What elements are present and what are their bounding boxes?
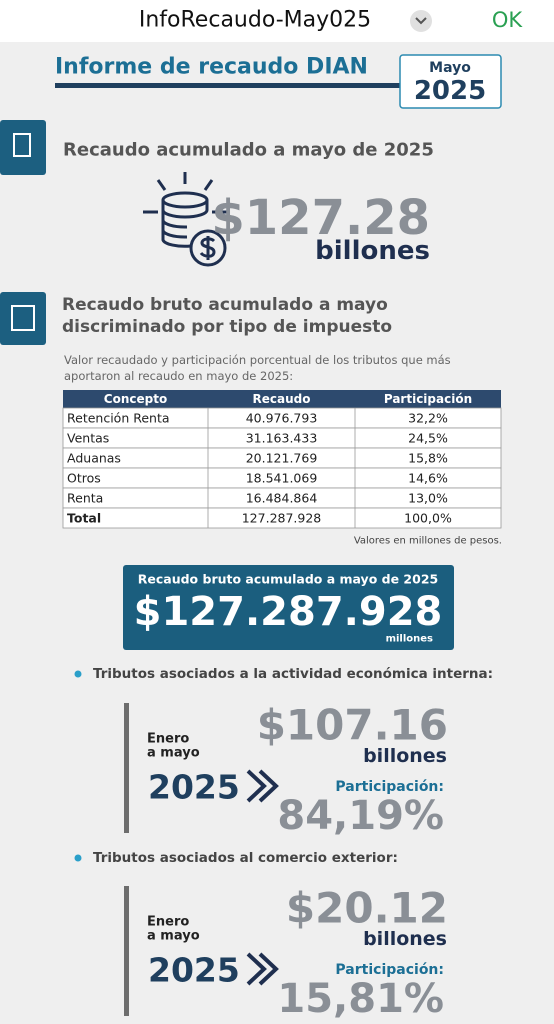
period: a mayo [147,929,200,944]
year: 2025 [148,951,240,990]
table-cell: 14,6% [408,471,448,486]
table-cell: 127.287.928 [242,511,322,526]
report-title: Informe de recaudo DIAN [55,55,368,80]
table-cell: Aduanas [67,451,121,466]
share-label: Participación: [335,779,444,795]
date-badge [399,54,502,109]
document-title: InfoRecaudo-May025 [139,8,371,33]
total-box [123,565,454,650]
section-icon [0,292,46,345]
bullet-text: Tributos asociados al comercio exterior: [93,850,398,866]
column-header: Recaudo [253,392,311,406]
chevron [258,952,279,986]
column-header: Concepto [104,392,167,406]
year: 2025 [148,768,240,807]
table-cell: Otros [67,471,101,486]
icon-glyph [11,305,35,331]
table-cell: Total [67,511,101,526]
table-cell: 32,2% [408,411,448,426]
total-label: Recaudo bruto acumulado a mayo de 2025 [138,572,438,587]
table-cell: 20.121.769 [246,451,318,466]
summary-amount: $127.28 [211,190,430,246]
table-cell: Ventas [67,431,109,446]
table-cell: 13,0% [408,491,448,506]
breakdown-heading: discriminado por tipo de impuesto [62,317,392,337]
period: Enero [147,915,189,930]
column-header: Participación [384,392,472,406]
coins-icon [143,172,227,267]
bullet-dot [74,854,82,862]
share-value: 84,19% [277,793,444,839]
table-header [63,390,501,408]
share-value: 15,81% [277,976,444,1022]
intro-text: aportaron al recaudo en mayo de 2025: [64,369,293,383]
bullet-dot [74,670,82,678]
vertical-bar [124,703,129,833]
breakdown-heading: Recaudo bruto acumulado a mayo [62,295,388,315]
table-row [62,507,502,529]
share-label: Participación: [335,962,444,978]
table-note: Valores en millones de pesos. [354,536,502,547]
chevron [246,769,267,803]
top-bar [0,0,554,42]
table-cell: 18.541.069 [246,471,318,486]
title-menu[interactable] [410,10,432,32]
tax-table: Concepto Recaudo Participación Retención Re… [62,390,502,529]
table-cell: Renta [67,491,103,506]
amount-unit: billones [363,745,447,767]
summary-unit: billones [315,236,430,266]
table-cell: 31.163.433 [246,431,318,446]
amount: $107.16 [257,701,448,750]
amount-unit: billones [363,928,447,950]
table-cell: 16.484.864 [246,491,318,506]
table-cell: 15,8% [408,451,448,466]
title-rule [55,83,401,88]
table-cell: 100,0% [404,511,452,526]
vertical-bar [124,886,129,1016]
icon-glyph [13,133,31,157]
badge-month: Mayo [429,60,471,76]
summary-heading: Recaudo acumulado a mayo de 2025 [63,140,434,161]
total-amount: $127.287.928 [134,589,443,635]
intro-text: Valor recaudado y participación porcentu… [64,353,451,367]
chevron-icon [415,17,427,25]
sections: Tributos asociados a la actividad económ… [74,666,493,1022]
table-cell: 24,5% [408,431,448,446]
ok-button[interactable]: OK [492,8,524,32]
table-cell: 40.976.793 [246,411,318,426]
amount: $20.12 [286,884,448,933]
chevron [258,769,279,803]
chevron [246,952,267,986]
badge-year: 2025 [414,76,486,106]
bullet-text: Tributos asociados a la actividad económ… [93,666,493,682]
period: a mayo [147,746,200,761]
total-unit: millones [386,634,433,645]
section-icon [0,120,46,175]
period: Enero [147,732,189,747]
table-cell: Retención Renta [67,411,170,426]
